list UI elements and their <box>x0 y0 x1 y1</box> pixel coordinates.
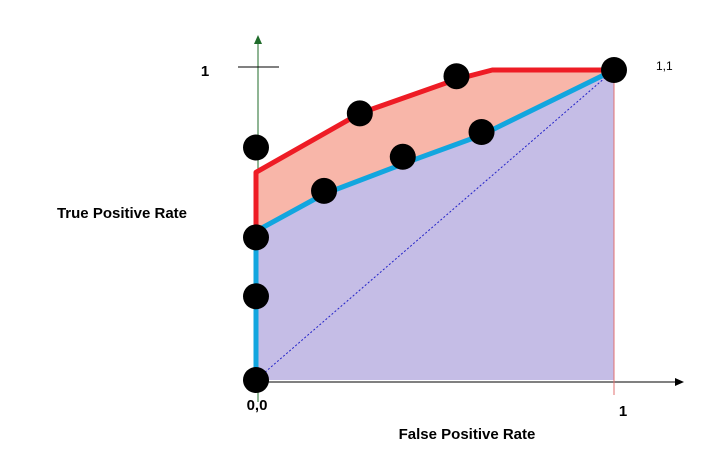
data-point <box>443 63 470 90</box>
diagonal-line <box>255 69 615 381</box>
markers <box>243 57 627 393</box>
data-point <box>389 143 416 170</box>
x-axis-arrow <box>675 378 684 386</box>
data-point <box>346 100 373 127</box>
x-tick-label: 1 <box>619 403 627 420</box>
x-axis-label: False Positive Rate <box>399 426 536 443</box>
data-point <box>468 119 495 145</box>
y-tick-label: 1 <box>201 63 209 80</box>
y-axis-arrow <box>254 35 262 44</box>
curves <box>253 67 617 383</box>
data-point <box>243 134 269 161</box>
top-right-label: 1,1 <box>656 59 673 73</box>
data-point <box>601 57 627 83</box>
red-roc-curve <box>253 67 617 240</box>
blue-roc-curve <box>253 67 617 383</box>
data-point <box>243 283 269 310</box>
y-axis-label: True Positive Rate <box>57 205 187 222</box>
data-point <box>311 177 338 204</box>
data-point <box>243 224 269 251</box>
origin-label: 0,0 <box>247 397 268 414</box>
data-point <box>243 367 269 393</box>
